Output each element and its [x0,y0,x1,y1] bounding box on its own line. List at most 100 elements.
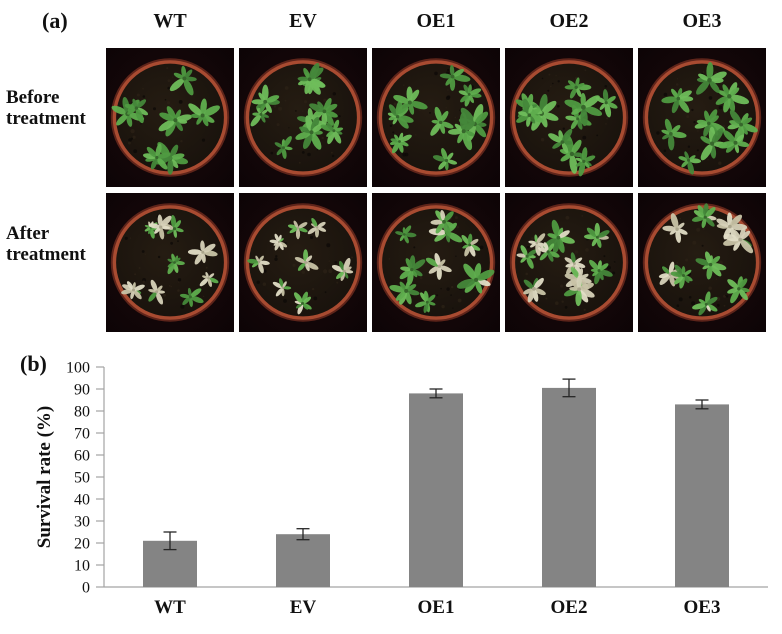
pot-photo-before-oe2 [505,48,633,187]
rosette [430,106,454,136]
x-category-label-ev: EV [290,597,317,618]
pot-photo-before-ev [239,48,367,187]
pot-photo-after-wt [106,193,234,332]
pot-photo-after-ev [239,193,367,332]
row-label-after-treatment: After treatment [6,223,104,265]
x-category-label-oe3: OE3 [684,597,721,618]
rosette [662,213,688,243]
pot-photo-svg-before-oe2 [505,48,633,187]
rosette [293,291,312,315]
pot-photo-before-wt [106,48,234,187]
y-tick-label: 60 [74,448,90,465]
rosette [715,82,750,113]
rosette [158,106,193,137]
photo-grid [106,48,766,332]
rosette [309,98,338,127]
y-tick-label: 80 [74,404,90,421]
pot-photo-before-oe1 [372,48,500,187]
rosette [563,275,595,307]
rosette [695,251,727,280]
pot-photo-svg-before-ev [239,48,367,187]
column-header-oe3: OE3 [682,10,722,32]
rosette [723,227,754,254]
rosette [399,255,426,286]
pot-photo-before-oe3 [638,48,766,187]
rosette [393,86,428,115]
rosette [670,264,693,289]
row-label-after-line1: After [6,223,50,244]
x-category-label-wt: WT [154,597,186,618]
rosette [439,64,471,91]
pot-photo-svg-before-oe3 [638,48,766,187]
bar-ev [276,534,330,587]
rosette [543,219,575,254]
rosette [169,65,197,96]
x-category-label-oe2: OE2 [551,597,588,618]
rosette [320,119,344,145]
column-headers: WT EV OE1 OE2 OE3 [106,10,766,33]
rosette [251,84,280,113]
rosette [148,279,165,305]
row-label-before-treatment: Before treatment [6,87,104,129]
rosette [678,151,702,175]
column-header-wt: WT [153,10,187,32]
x-category-label-oe1: OE1 [418,597,455,618]
pot-photo-svg-after-oe3 [638,193,766,332]
survival-rate-chart-wrap: 0 10 20 30 40 50 60 70 80 90 100 WT EV OE1 OE2 OE3 Survi… [0,354,782,634]
column-header-ev: EV [289,10,317,32]
rosette [294,249,319,272]
rosette [167,253,185,275]
rosette [274,136,293,159]
y-tick-label: 10 [74,558,90,575]
column-header-oe1: OE1 [416,10,456,32]
y-tick-label: 90 [74,382,90,399]
bar-oe2 [542,387,596,587]
rosette [179,287,204,308]
rosette [523,277,546,303]
rosette [589,259,613,285]
y-tick-label: 40 [74,492,90,509]
rosette [537,242,560,262]
rosette [124,98,149,124]
y-tick-label: 100 [66,360,90,377]
rosette [307,217,327,238]
rosette [187,240,218,265]
rosette [269,233,288,251]
rosette [528,233,548,256]
rosette [548,128,573,154]
rosette [564,77,592,99]
bar-oe1 [409,393,463,587]
rosette [516,245,537,269]
rosette [448,112,476,151]
rosette [247,255,270,274]
rosette [718,130,750,154]
rosette [295,115,324,150]
rosette [661,118,687,151]
rosette [331,257,354,282]
panel-b-label: (b) [20,351,47,376]
pot-photo-after-oe1 [372,193,500,332]
rosette [727,109,758,143]
rosette [595,89,618,118]
rosette [425,252,452,280]
y-tick-label: 50 [74,470,90,487]
rosette [142,143,173,170]
rosette [148,214,172,240]
row-label-before-line2: treatment [6,108,86,129]
rosette [458,84,482,107]
y-tick-label: 30 [74,514,90,531]
rosette [692,291,718,316]
rosette [432,148,458,171]
rosette [199,271,219,288]
rosette [456,263,495,294]
rosette [415,290,436,313]
rosette [287,220,308,240]
pot-photo-after-oe3 [638,193,766,332]
rosette [389,132,412,154]
rosette [564,252,586,275]
row-label-after-line2: treatment [6,244,86,265]
bar-oe3 [675,404,729,587]
rosette [516,98,544,127]
pot-photo-svg-after-oe1 [372,193,500,332]
